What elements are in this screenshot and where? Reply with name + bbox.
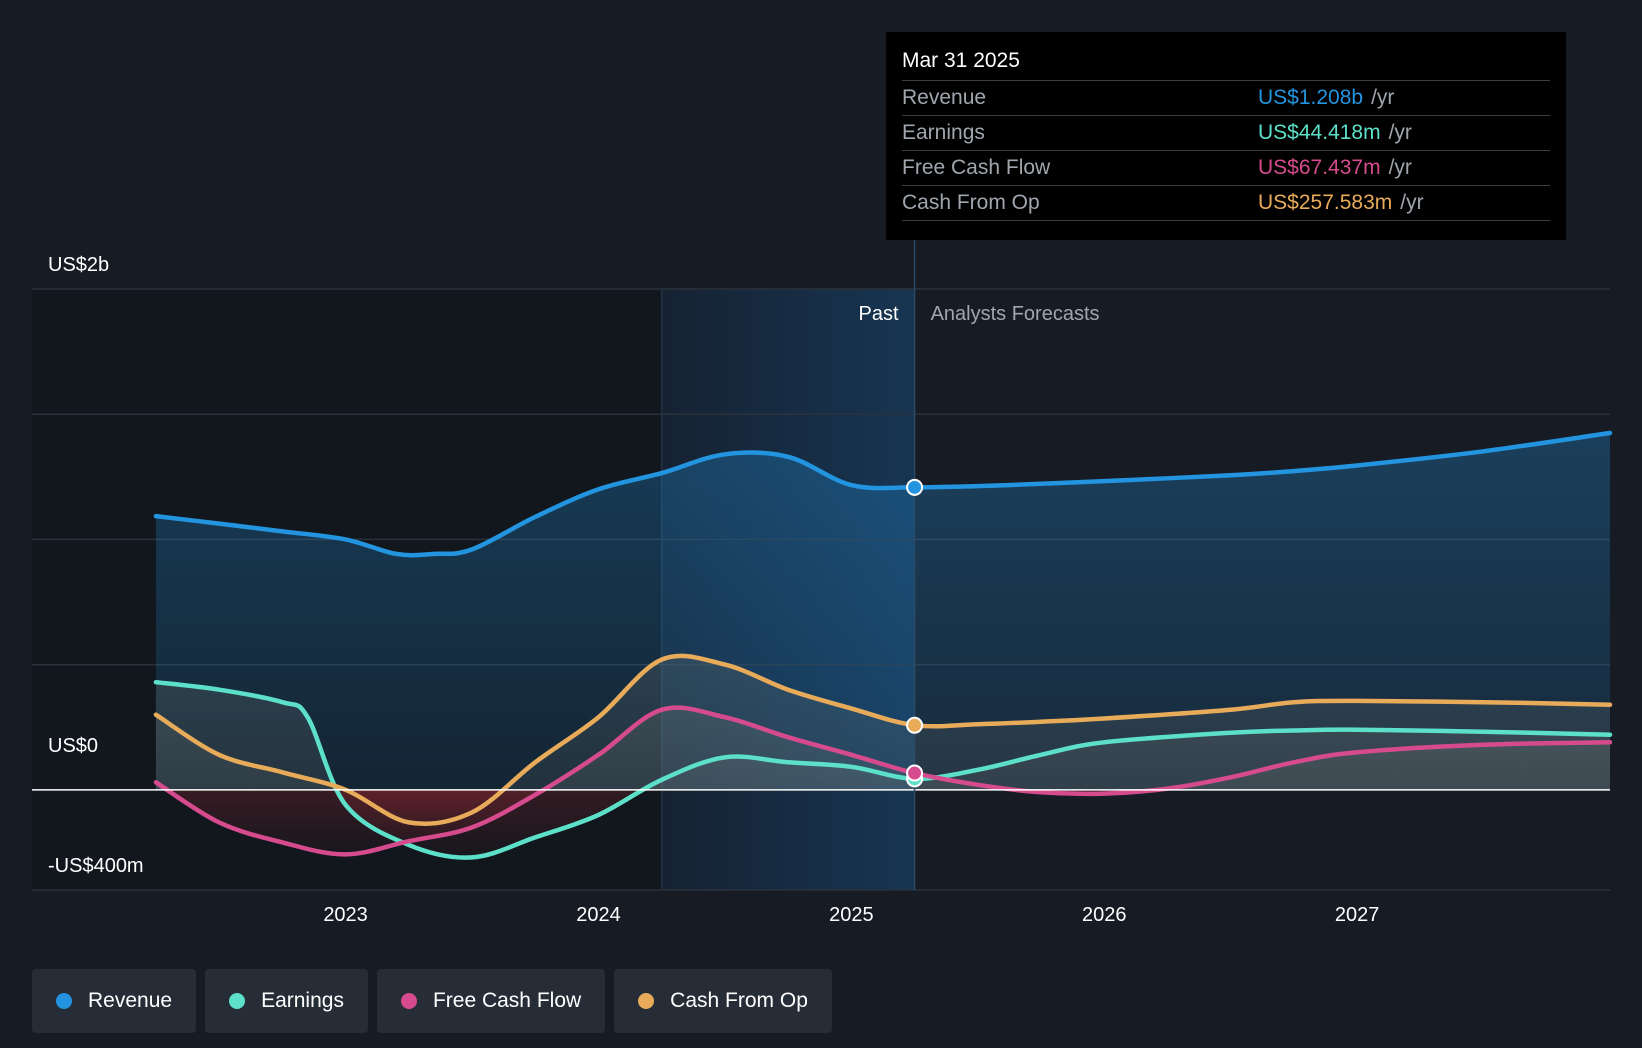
tooltip: Mar 31 2025 Revenue US$1.208b /yr Earnin…	[886, 32, 1566, 240]
marker-revenue	[906, 478, 924, 496]
legend-item-cash-from-op[interactable]: Cash From Op	[614, 969, 832, 1033]
tooltip-date: Mar 31 2025	[902, 49, 1020, 72]
series-lines	[153, 430, 1613, 860]
legend-dot-icon	[56, 993, 72, 1009]
tooltip-unit: /yr	[1388, 121, 1412, 144]
tooltip-value: US$1.208b	[1258, 86, 1364, 109]
tooltip-row-cash-from-op: Cash From Op US$257.583m /yr	[902, 185, 1550, 221]
series-line-cash-from-op	[153, 653, 1613, 827]
tooltip-unit: /yr	[1388, 156, 1412, 179]
legend-item-earnings[interactable]: Earnings	[205, 969, 368, 1033]
tooltip-value: US$67.437m	[1258, 156, 1381, 179]
x-tick-label: 2025	[829, 904, 874, 926]
tooltip-value: US$257.583m	[1258, 191, 1393, 214]
axis-labels: 2023 2024 2025 2026 2027 US$2b US$0 -US$400m	[48, 254, 1379, 926]
tooltip-unit: /yr	[1371, 86, 1395, 109]
legend-item-free-cash-flow[interactable]: Free Cash Flow	[376, 969, 606, 1033]
legend-dot-icon	[638, 993, 655, 1009]
legend-label: Cash From Op	[670, 989, 808, 1012]
tooltip-row-free-cash-flow: Free Cash Flow US$67.437m /yr	[902, 150, 1550, 185]
hover-markers	[906, 478, 924, 788]
y-tick-label: -US$400m	[48, 855, 144, 877]
legend-dot-icon	[229, 993, 246, 1009]
legend-label: Earnings	[261, 989, 344, 1012]
series-line-earnings	[153, 679, 1613, 860]
legend-label: Revenue	[88, 989, 173, 1012]
series-line-free-cash-flow	[153, 705, 1613, 857]
y-tick-label: US$2b	[48, 254, 109, 276]
tooltip-label: Free Cash Flow	[902, 156, 1051, 179]
x-tick-label: 2024	[576, 904, 621, 926]
marker-free-cash-flow	[906, 764, 924, 782]
tooltip-label: Earnings	[902, 121, 985, 144]
x-tick-label: 2027	[1335, 904, 1380, 926]
tooltip-label: Cash From Op	[902, 191, 1040, 214]
tooltip-row-revenue: Revenue US$1.208b /yr	[902, 80, 1550, 115]
tooltip-row-earnings: Earnings US$44.418m /yr	[902, 115, 1550, 150]
tooltip-unit: /yr	[1400, 191, 1424, 214]
x-tick-label: 2026	[1082, 904, 1127, 926]
x-tick-label: 2023	[323, 904, 368, 926]
legend: Revenue Earnings Free Cash Flow Cash Fro…	[32, 969, 832, 1033]
tooltip-value: US$44.418m	[1258, 121, 1381, 144]
y-tick-label: US$0	[48, 735, 98, 757]
series-line-revenue	[153, 430, 1613, 558]
legend-dot-icon	[400, 993, 417, 1009]
revenue-area	[155, 433, 1610, 790]
legend-item-revenue[interactable]: Revenue	[32, 969, 197, 1033]
tooltip-label: Revenue	[902, 86, 987, 109]
forecast-label: Analysts Forecasts	[931, 303, 1100, 325]
legend-label: Free Cash Flow	[432, 989, 582, 1012]
marker-cash-from-op	[906, 716, 924, 734]
area-positive	[155, 655, 1610, 790]
past-label: Past	[859, 303, 899, 325]
